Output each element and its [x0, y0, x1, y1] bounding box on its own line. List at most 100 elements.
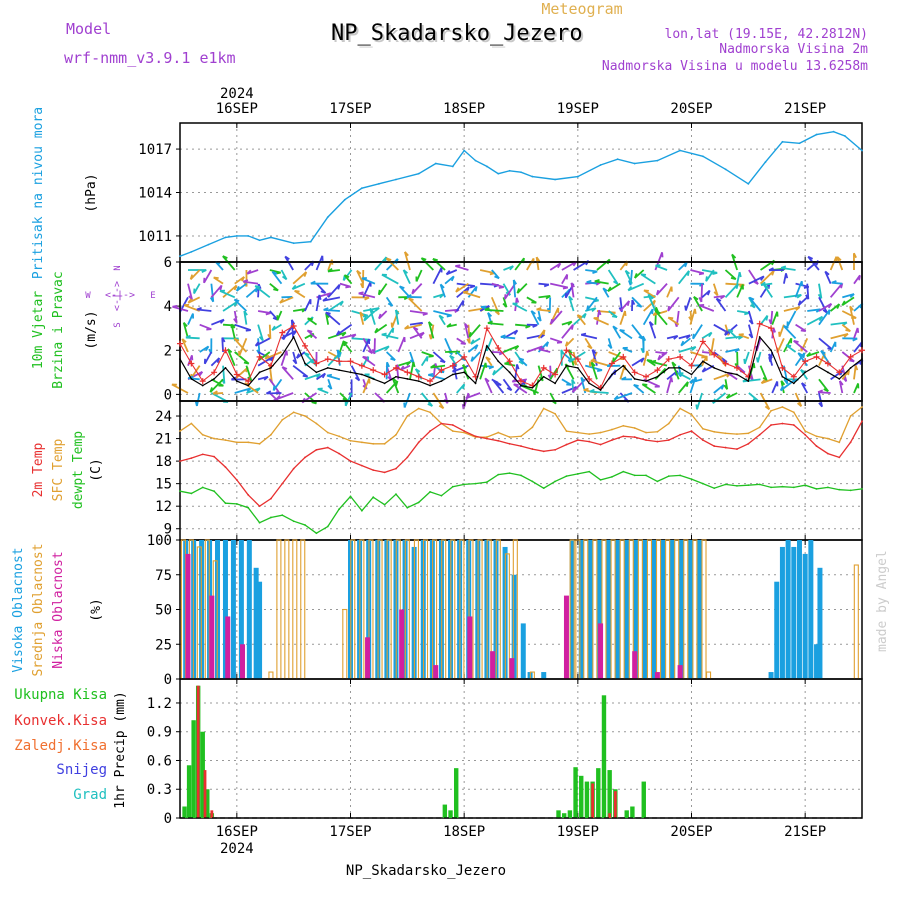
wind-arrow-head: [311, 401, 317, 405]
wind-gust-marker: [802, 358, 809, 365]
wind-arrow: [362, 356, 376, 367]
wind-arrow-head: [590, 358, 596, 362]
wind-arrow: [292, 364, 309, 378]
wind-gust-marker: [790, 373, 797, 380]
sfc-temp-line-point: [508, 436, 511, 438]
wind-arrow-head: [771, 270, 775, 276]
wind-gust-marker: [381, 371, 388, 378]
t2m-line-point: [372, 469, 375, 472]
wind-arrow: [713, 372, 731, 381]
bottom-date-label: 20SEP: [670, 824, 712, 840]
wind-arrow-head: [698, 297, 703, 303]
y-tick-label: 4: [164, 299, 172, 315]
wind-gust-marker: [699, 338, 706, 345]
wind-speed-line-point: [599, 389, 602, 391]
wind-arrow: [227, 348, 236, 367]
y-tick-label: 75: [155, 568, 172, 584]
wind-arrow-head: [817, 293, 823, 299]
wind-speed-line-point: [451, 373, 454, 376]
wind-arrow: [362, 338, 370, 353]
high-cloud-bar: [587, 540, 593, 679]
wind-gust-marker: [256, 353, 263, 360]
wind-arrow-head: [384, 345, 390, 351]
wind-arrow: [432, 351, 446, 363]
wind-arrow: [607, 282, 621, 292]
wind-arrow-head: [336, 349, 342, 355]
sfc-temp-line-point: [235, 441, 238, 444]
wind-arrow-head: [187, 298, 193, 304]
wind-arrow-head: [818, 316, 824, 322]
wind-arrow-head: [465, 394, 471, 399]
wind-arrow-head: [602, 287, 608, 292]
wind-arrow-head: [694, 308, 697, 314]
wind-arrow: [374, 345, 390, 353]
wind-arrow-head: [737, 335, 744, 340]
wind-arrow: [853, 365, 857, 380]
wind-arrow: [818, 337, 833, 351]
wind-arrow: [743, 351, 750, 365]
temp-unit: (C): [89, 458, 104, 481]
wind-arrow-head: [440, 360, 446, 364]
dewpoint-line-point: [372, 496, 375, 499]
wind-arrow-head: [342, 340, 348, 345]
wind-arrow: [806, 283, 810, 300]
wind-gust-marker: [756, 320, 763, 327]
wind-arrow-head: [795, 306, 801, 311]
wind-arrow: [759, 269, 775, 285]
wind-arrow-head: [591, 349, 597, 354]
low-cloud-bar: [632, 651, 638, 679]
wind-arrow: [642, 350, 649, 366]
t2m-line-point: [645, 439, 647, 441]
pressure-line-point: [844, 135, 846, 137]
wind-arrow-head: [649, 321, 654, 326]
wind-arrow: [640, 273, 656, 285]
wind-speed-line-point: [792, 382, 795, 385]
wind-arrow-head: [839, 380, 844, 386]
wind-arrow-head: [570, 282, 576, 288]
wind-arrow-head: [462, 383, 466, 390]
pressure-axis-title: Pritisak na nivou mora: [31, 107, 46, 279]
wind-arrow-head: [778, 331, 781, 337]
wind-arrow-head: [428, 373, 434, 376]
wind-arrow-head: [768, 267, 774, 272]
bottom-date-label: 17SEP: [329, 824, 371, 840]
wind-gust-marker: [347, 358, 354, 365]
sfc-temp-line-point: [406, 415, 409, 417]
wind-arrow: [304, 298, 312, 312]
wind-arrow: [502, 378, 513, 391]
wind-arrow-head: [586, 305, 589, 311]
wind-arrow-head: [655, 310, 661, 315]
wind-arrow: [203, 269, 213, 284]
wind-arrow: [409, 331, 425, 340]
sfc-temp-line-point: [190, 422, 193, 425]
wind-speed-line-point: [304, 362, 306, 365]
wind-arrow: [619, 364, 626, 380]
pressure-line-point: [326, 216, 329, 219]
wind-arrow-head: [233, 318, 238, 324]
wind-arrow-head: [624, 269, 631, 275]
dewpoint-line-point: [781, 485, 784, 488]
wind-gust-marker: [586, 375, 593, 382]
sfc-temp-line-point: [338, 435, 341, 438]
wind-arrow-head: [246, 387, 252, 393]
wind-arrow-head: [646, 359, 653, 362]
wind-arrow: [284, 256, 294, 271]
dewpoint-line-point: [270, 516, 272, 519]
wind-arrow-head: [701, 367, 707, 373]
wind-arrow-head: [750, 304, 756, 309]
wind-gust-marker: [302, 342, 309, 349]
total-precip-bar: [186, 765, 192, 818]
wind-arrow-head: [822, 309, 828, 314]
high-cloud-bar: [222, 540, 228, 679]
cloud-unit: (%): [89, 598, 104, 621]
wind-arrow-head: [716, 297, 722, 302]
wind-arrow: [209, 378, 224, 393]
wind-speed-line-point: [417, 380, 420, 383]
wind-arrow: [755, 338, 762, 352]
wind-arrow-head: [316, 373, 321, 379]
wind-arrow: [204, 351, 213, 365]
wind-arrow-head: [325, 311, 331, 315]
wind-arrow-head: [725, 393, 731, 399]
sfc-temp-line-point: [315, 422, 318, 425]
